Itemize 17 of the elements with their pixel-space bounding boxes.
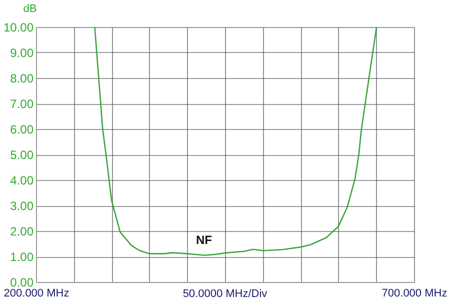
- x-tick-label: 700.000 MHz: [382, 288, 448, 300]
- y-tick-label: 9.00: [10, 46, 34, 60]
- y-tick-label: 4.00: [10, 174, 34, 188]
- y-tick-label: 5.00: [10, 148, 34, 162]
- y-tick-label: 2.00: [10, 224, 34, 238]
- y-tick-label: 7.00: [10, 97, 34, 111]
- annotation: NF: [196, 233, 212, 247]
- y-tick-label: 10.00: [3, 20, 34, 34]
- y-tick-label: 0.00: [10, 276, 34, 290]
- line-series: [94, 27, 378, 256]
- y-tick-label: 8.00: [10, 72, 34, 86]
- y-axis-title: dB: [23, 3, 37, 15]
- y-tick-label: 6.00: [10, 122, 34, 136]
- x-tick-label: 200.000 MHz: [4, 288, 70, 300]
- x-axis-title: 50.0000 MHz/Div: [182, 288, 268, 300]
- y-tick-label: 1.00: [10, 250, 34, 264]
- y-tick-label: 3.00: [10, 199, 34, 213]
